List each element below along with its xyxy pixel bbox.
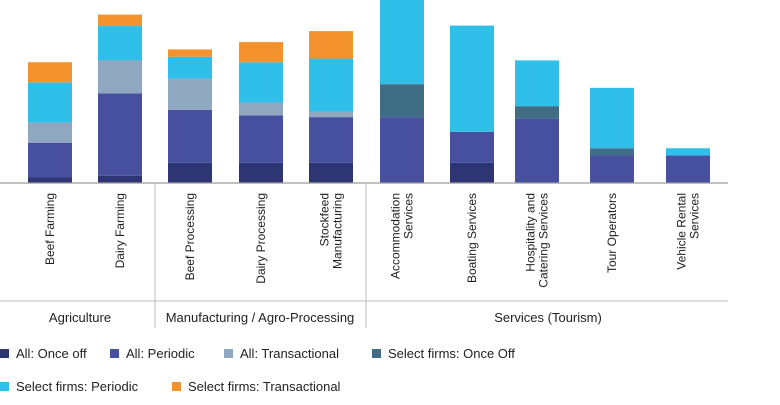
tick-label-2: Beef Processing xyxy=(183,193,197,280)
bars-layer xyxy=(28,0,710,183)
bar-segment-7-1 xyxy=(515,118,559,183)
bar-segment-6-0 xyxy=(450,162,494,183)
bar-segment-1-2 xyxy=(98,60,142,94)
bar-segment-0-0 xyxy=(28,177,72,183)
tick-label-6: Boating Services xyxy=(465,193,479,283)
bar-segment-9-4 xyxy=(666,148,710,156)
bar-segment-3-4 xyxy=(239,62,283,103)
bar-segment-8-3 xyxy=(590,148,634,156)
legend-swatch-4 xyxy=(0,382,9,391)
tick-label-8: Tour Operators xyxy=(605,193,619,273)
bar-segment-2-5 xyxy=(168,49,212,57)
bar-segment-0-4 xyxy=(28,82,72,123)
legend-swatch-0 xyxy=(0,349,9,358)
legend-label-3: Select firms: Once Off xyxy=(388,346,515,361)
legend-swatch-1 xyxy=(110,349,119,358)
bar-segment-6-1 xyxy=(450,131,494,163)
legend-swatch-3 xyxy=(372,349,381,358)
bar-segment-1-1 xyxy=(98,93,142,176)
bar-segment-1-0 xyxy=(98,175,142,183)
tick-label-3: Dairy Processing xyxy=(254,193,268,284)
tick-labels-layer: Beef Farming Dairy Farming Beef Processing… xyxy=(43,193,702,288)
legend-label-0: All: Once off xyxy=(16,346,87,361)
bar-segment-3-5 xyxy=(239,42,283,63)
bar-segment-3-2 xyxy=(239,102,283,116)
bar-segment-2-0 xyxy=(168,162,212,183)
bar-segment-7-3 xyxy=(515,106,559,119)
bar-segment-8-1 xyxy=(590,155,634,183)
group-label-2: Services (Tourism) xyxy=(494,310,602,325)
bar-segment-0-5 xyxy=(28,62,72,83)
legend-label-1: All: Periodic xyxy=(126,346,195,361)
tick-label-1: Dairy Farming xyxy=(113,193,127,268)
legend-swatch-5 xyxy=(172,382,181,391)
bar-segment-5-4 xyxy=(380,0,424,85)
bar-segment-2-2 xyxy=(168,78,212,110)
bar-segment-0-1 xyxy=(28,142,72,178)
bar-segment-7-4 xyxy=(515,60,559,107)
group-label-0: Agriculture xyxy=(49,310,111,325)
bar-segment-2-1 xyxy=(168,109,212,163)
legend-label-5: Select firms: Transactional xyxy=(188,379,341,394)
bar-segment-9-1 xyxy=(666,155,710,183)
tick-label-5: AccommodationServices xyxy=(389,193,416,279)
bar-segment-5-1 xyxy=(380,117,424,183)
bar-segment-3-1 xyxy=(239,115,283,163)
tick-label-0: Beef Farming xyxy=(43,193,57,265)
group-label-1: Manufacturing / Agro-Processing xyxy=(166,310,355,325)
legend-label-4: Select firms: Periodic xyxy=(16,379,139,394)
group-labels-layer: Agriculture Manufacturing / Agro-Processi… xyxy=(0,183,728,328)
bar-segment-4-0 xyxy=(309,162,353,183)
legend-label-2: All: Transactional xyxy=(240,346,339,361)
bar-segment-8-4 xyxy=(590,87,634,149)
bar-segment-6-4 xyxy=(450,25,494,132)
legend: All: Once off All: Periodic All: Transacti… xyxy=(0,346,515,394)
tick-label-4: StockfeedManufacturing xyxy=(318,193,345,269)
bar-segment-3-0 xyxy=(239,162,283,183)
bar-segment-4-5 xyxy=(309,31,353,59)
tick-label-9: Vehicle RentalServices xyxy=(675,193,702,270)
bar-segment-5-3 xyxy=(380,84,424,118)
bar-segment-4-2 xyxy=(309,111,353,118)
bar-segment-0-2 xyxy=(28,122,72,143)
bar-segment-2-4 xyxy=(168,56,212,79)
bar-segment-1-5 xyxy=(98,14,142,26)
legend-swatch-2 xyxy=(224,349,233,358)
tick-label-7: Hospitality andCatering Services xyxy=(524,193,551,288)
bar-segment-4-1 xyxy=(309,117,353,163)
bar-segment-4-4 xyxy=(309,58,353,112)
bar-segment-1-4 xyxy=(98,25,142,61)
